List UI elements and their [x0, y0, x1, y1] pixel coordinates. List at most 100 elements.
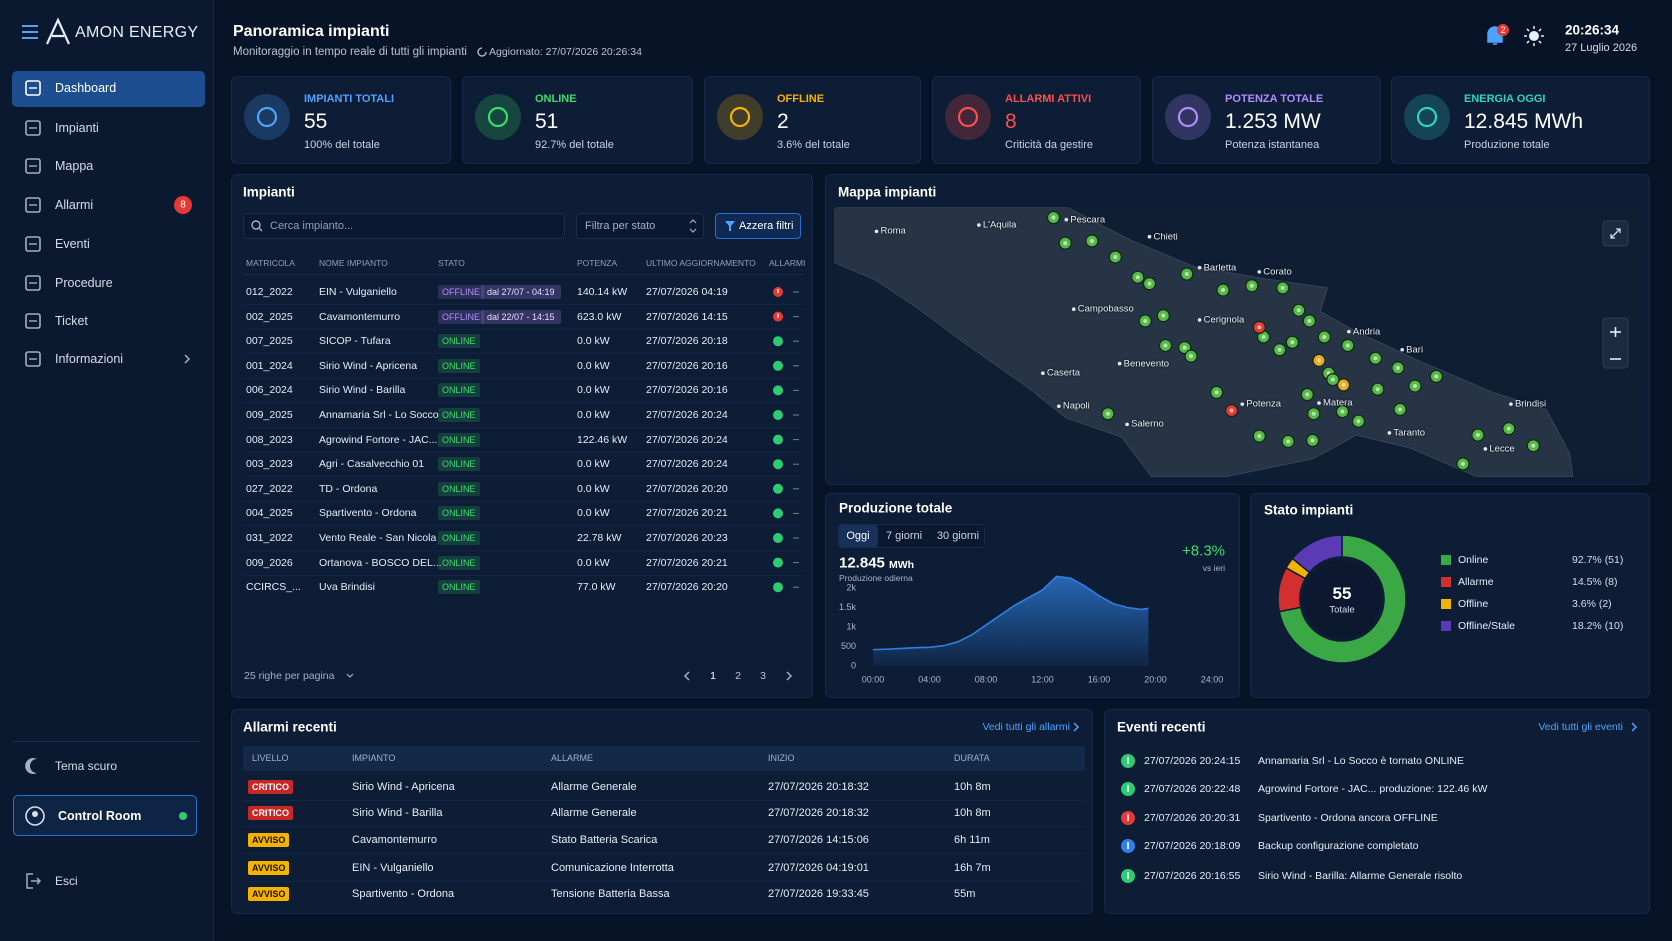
plant-updated: 27/07/2026 20:21 — [646, 556, 728, 569]
row-divider — [243, 328, 803, 330]
nav-item[interactable]: Ticket — [55, 314, 88, 328]
plant-name[interactable]: Uva Brindisi — [319, 581, 376, 594]
table-header-line — [243, 274, 803, 275]
plant-name[interactable]: Spartivento - Ordona — [319, 507, 417, 520]
column-header: DURATA — [954, 753, 990, 763]
plant-name[interactable]: Agrowind Fortore - JAC... — [319, 433, 438, 446]
status-badge: ONLINE — [438, 531, 480, 545]
plant-marker — [1280, 285, 1285, 290]
plant-name[interactable]: Sirio Wind - Barilla — [319, 384, 406, 397]
chevron — [683, 671, 690, 681]
search-box[interactable] — [243, 213, 565, 239]
kpi-icon — [256, 106, 278, 128]
x-tick-label: 16:00 — [1088, 674, 1111, 684]
plant-marker — [1330, 377, 1335, 382]
city-label: Taranto — [1393, 427, 1426, 439]
plant-name[interactable]: Vento Reale - San Nicola — [319, 532, 437, 544]
moon-icon — [25, 758, 37, 774]
plant-marker — [1135, 275, 1140, 280]
filter-box[interactable] — [576, 213, 704, 239]
plant-updated: 27/07/2026 04:19 — [646, 286, 728, 298]
y-tick-label: 2k — [846, 582, 856, 592]
plant-id: 007_2025 — [246, 335, 293, 348]
y-tick-label: 0 — [851, 660, 856, 670]
plant-name[interactable]: Cavamontemurro — [319, 310, 401, 323]
kpi-icon — [729, 106, 751, 128]
plant-power: 0.0 kW — [577, 335, 610, 348]
plant-marker — [1531, 443, 1536, 448]
plant-name[interactable]: Agri - Casalvecchio 01 — [319, 458, 425, 471]
event-time: 27/07/2026 20:24:15 — [1144, 755, 1241, 767]
plant-name[interactable]: Ortanova - BOSCO DEL... — [319, 556, 442, 569]
plant-name[interactable]: Sirio Wind - Apricena — [319, 359, 418, 372]
alarm-indicator — [773, 557, 783, 568]
page-size[interactable]: 25 righe per pagina — [244, 670, 335, 682]
city-label: Roma — [880, 225, 906, 237]
column-header: MATRICOLA — [246, 258, 295, 268]
kpi-value: 55 — [304, 110, 328, 133]
city-label: Campobasso — [1077, 303, 1134, 315]
alarm-start: 27/07/2026 14:15:06 — [768, 834, 869, 846]
notification-count[interactable]: 2 — [1500, 25, 1506, 35]
plant-marker — [1229, 408, 1234, 413]
status-badge: OFFLINE — [438, 285, 485, 299]
plant-name[interactable]: Annamaria Srl - Lo Socco — [319, 409, 439, 421]
alarm-name: Comunicazione Interrotta — [551, 862, 674, 874]
plant-updated: 27/07/2026 20:16 — [646, 384, 728, 397]
map-control[interactable] — [1602, 317, 1629, 369]
page-subtitle: Monitoraggio in tempo reale di tutti gli… — [233, 46, 467, 58]
logout[interactable]: Esci — [55, 874, 78, 888]
nav-item[interactable]: Allarmi — [55, 198, 94, 212]
plant-name[interactable]: SICOP - Tufara — [319, 335, 391, 348]
kpi-value: 8 — [1005, 110, 1017, 133]
search-icon — [251, 220, 261, 230]
production-total: 12.845 — [839, 554, 885, 572]
filter-icon — [725, 221, 735, 231]
plant-marker — [1398, 407, 1403, 412]
nav-item[interactable]: Mappa — [55, 159, 94, 173]
page-link[interactable]: 3 — [760, 670, 766, 682]
theme-toggle[interactable]: Tema scuro — [55, 759, 118, 773]
page-link[interactable]: 1 — [710, 670, 716, 682]
city-dot — [1125, 422, 1129, 427]
city-label: Caserta — [1046, 367, 1081, 379]
alarm-indicator — [773, 582, 783, 593]
range-tab[interactable]: 30 giorni — [936, 530, 980, 542]
plant-marker — [1395, 365, 1400, 370]
row-divider — [243, 881, 1085, 882]
range-tab[interactable]: Oggi — [846, 530, 870, 542]
view-all-alarms[interactable]: Vedi tutti gli allarmi — [982, 721, 1070, 733]
nav-item[interactable]: Impianti — [55, 121, 99, 135]
tab-active[interactable] — [839, 525, 878, 547]
icon — [25, 275, 41, 291]
nav-item[interactable]: Dashboard — [55, 81, 117, 95]
plant-name[interactable]: EIN - Vulganiello — [319, 286, 397, 298]
plant-power: 0.0 kW — [577, 507, 610, 520]
card-title: Allarmi recenti — [243, 719, 337, 735]
view-all-events[interactable]: Vedi tutti gli eventi — [1538, 721, 1623, 733]
page-link[interactable]: 2 — [735, 670, 741, 682]
event-text: Spartivento - Ordona ancora OFFLINE — [1258, 812, 1438, 824]
range-tab[interactable]: 7 giorni — [885, 530, 923, 542]
icon — [25, 313, 41, 329]
nav-item[interactable]: Procedure — [55, 276, 113, 290]
row-divider — [243, 853, 1085, 854]
column-header: ULTIMO AGGIORNAMENTO — [646, 258, 756, 268]
kpi-icon-bg — [1404, 94, 1450, 140]
nav-badge-count: 8 — [180, 199, 186, 211]
production-line — [872, 575, 1149, 651]
plant-updated: 27/07/2026 20:16 — [646, 359, 728, 372]
nav-item[interactable]: Eventi — [55, 237, 90, 251]
user-icon — [25, 806, 45, 826]
alarm-start: 27/07/2026 19:33:45 — [768, 888, 869, 900]
city-dot — [1041, 371, 1045, 376]
icon — [25, 351, 41, 367]
alarm-indicator — [773, 483, 783, 494]
row-divider — [243, 800, 1085, 801]
x-tick-label: 08:00 — [975, 674, 998, 684]
city-label: Cerignola — [1203, 314, 1245, 326]
plant-name[interactable]: TD - Ordona — [319, 482, 378, 495]
sidebar-divider — [13, 741, 200, 742]
plant-marker — [1434, 374, 1439, 379]
nav-item[interactable]: Informazioni — [55, 352, 124, 366]
